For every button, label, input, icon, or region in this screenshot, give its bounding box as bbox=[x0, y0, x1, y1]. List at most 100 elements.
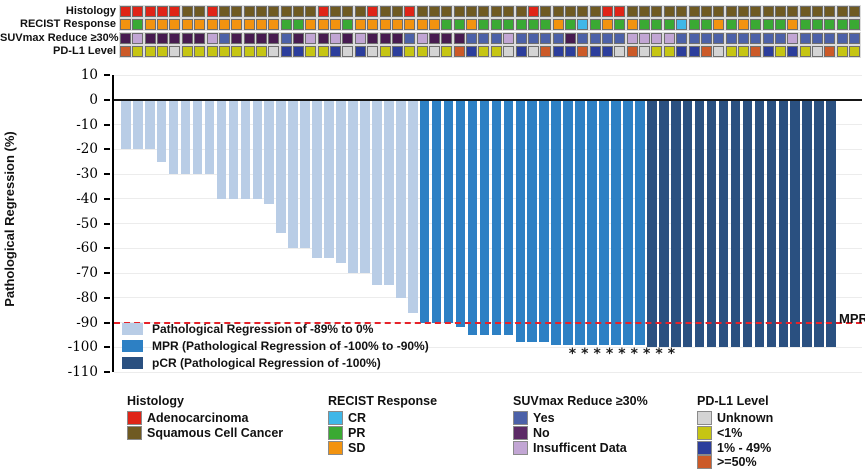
annotation-cell bbox=[194, 6, 206, 17]
annotation-cell bbox=[144, 19, 156, 31]
annotation-cell bbox=[762, 19, 774, 31]
annotation-cell bbox=[577, 32, 589, 44]
annotation-cell bbox=[602, 19, 614, 31]
annotation-cell bbox=[466, 19, 478, 31]
annotation-cell bbox=[602, 6, 614, 17]
annotation-cell bbox=[737, 6, 749, 17]
y-tick-mark bbox=[104, 346, 110, 349]
annotation-cell bbox=[404, 19, 416, 31]
legend-swatch bbox=[513, 425, 528, 440]
legend-label: <1% bbox=[717, 425, 743, 440]
legend-swatch bbox=[328, 440, 343, 455]
annotation-cell bbox=[466, 32, 478, 44]
regression-bar bbox=[264, 99, 275, 204]
annotation-cell bbox=[243, 19, 255, 31]
annotation-cell bbox=[824, 32, 836, 44]
regression-bar bbox=[431, 99, 442, 323]
asterisk-marker: * bbox=[667, 346, 676, 362]
annotation-cell bbox=[775, 32, 787, 44]
annotation-cell bbox=[626, 19, 638, 31]
annotation-cell bbox=[181, 46, 193, 58]
annotation-cell bbox=[799, 46, 811, 58]
annotation-cell bbox=[441, 32, 453, 44]
y-tick-mark bbox=[104, 197, 110, 200]
annotation-row-label: Histology bbox=[65, 5, 116, 17]
annotation-cell bbox=[132, 19, 144, 31]
annotation-cell bbox=[812, 46, 824, 58]
legend-label: >=50% bbox=[717, 455, 757, 470]
annotation-cell bbox=[700, 19, 712, 31]
annotation-cell bbox=[775, 46, 787, 58]
annotation-cell bbox=[120, 46, 131, 58]
mpr-threshold-label: MPR bbox=[839, 311, 865, 326]
legend-group-title: PD-L1 Level bbox=[697, 394, 769, 408]
annotation-cell bbox=[157, 32, 169, 44]
annotation-cell bbox=[750, 32, 762, 44]
legend-swatch bbox=[697, 455, 712, 470]
annotation-cell bbox=[626, 46, 638, 58]
annotation-cell bbox=[787, 6, 799, 17]
annotation-cell bbox=[490, 6, 502, 17]
annotation-cell bbox=[206, 46, 218, 58]
annotation-cell bbox=[836, 46, 848, 58]
asterisk-marker: * bbox=[581, 346, 589, 362]
annotation-cell bbox=[330, 6, 342, 17]
annotation-cell bbox=[453, 19, 465, 31]
annotation-cell bbox=[367, 19, 379, 31]
annotation-cell bbox=[676, 46, 688, 58]
regression-bar bbox=[766, 99, 777, 348]
regression-bar bbox=[395, 99, 406, 298]
annotation-cell bbox=[552, 32, 564, 44]
annotation-cell bbox=[725, 19, 737, 31]
annotation-cell bbox=[762, 6, 774, 17]
annotation-cell bbox=[589, 46, 601, 58]
annotation-cell bbox=[589, 19, 601, 31]
legend-label: Adenocarcinoma bbox=[147, 411, 249, 425]
y-tick-label: -110 bbox=[67, 364, 98, 380]
annotation-cell bbox=[181, 19, 193, 31]
legend-label: pCR (Pathological Regression of -100%) bbox=[152, 356, 381, 370]
annotation-cell bbox=[688, 46, 700, 58]
asterisk-marker: * bbox=[605, 346, 614, 362]
annotation-cell bbox=[750, 46, 762, 58]
regression-bar bbox=[288, 99, 298, 249]
y-tick-mark bbox=[104, 173, 110, 175]
regression-bar bbox=[419, 99, 430, 323]
legend-group-title: RECIST Response bbox=[328, 394, 438, 408]
annotation-cell bbox=[849, 19, 861, 31]
zero-line bbox=[114, 98, 862, 101]
legend-group-title: Histology bbox=[127, 394, 184, 408]
regression-bar bbox=[479, 99, 490, 335]
annotation-cell bbox=[515, 46, 527, 58]
y-tick-label: -10 bbox=[76, 116, 98, 133]
annotation-cell bbox=[391, 6, 403, 17]
annotation-cell bbox=[688, 32, 700, 44]
annotation-cell bbox=[280, 19, 292, 31]
annotation-cell bbox=[317, 6, 329, 17]
annotation-cell bbox=[836, 32, 848, 44]
annotation-cell bbox=[132, 6, 144, 17]
annotation-cell bbox=[132, 32, 144, 44]
annotation-cell bbox=[169, 19, 181, 31]
annotation-cell bbox=[602, 46, 614, 58]
annotation-cell bbox=[651, 32, 663, 44]
annotation-cell bbox=[737, 32, 749, 44]
annotation-cell bbox=[206, 32, 218, 44]
annotation-cell bbox=[157, 46, 169, 58]
annotation-cell bbox=[651, 46, 663, 58]
annotation-cell bbox=[428, 19, 440, 31]
annotation-cell bbox=[255, 19, 267, 31]
annotation-cell bbox=[404, 6, 416, 17]
regression-bar bbox=[276, 99, 286, 234]
mpr-threshold-line bbox=[114, 321, 862, 324]
annotation-cell bbox=[169, 46, 181, 58]
annotation-cell bbox=[725, 6, 737, 17]
annotation-cell bbox=[737, 19, 749, 31]
legend-swatch bbox=[697, 440, 712, 455]
regression-bar bbox=[611, 99, 621, 345]
annotation-cell bbox=[688, 6, 700, 17]
annotation-row-recist: RECIST Response bbox=[0, 18, 865, 31]
annotation-cell bbox=[799, 32, 811, 44]
y-tick-mark bbox=[104, 296, 110, 299]
annotation-cell bbox=[416, 46, 428, 58]
